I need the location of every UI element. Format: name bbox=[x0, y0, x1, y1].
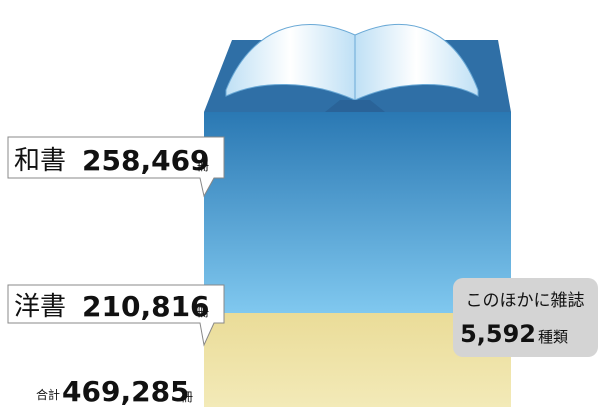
infographic: 和書 258,469 冊 洋書 210,816 冊 合計 469,285 冊 こ… bbox=[0, 0, 608, 407]
total-count: 469,285 bbox=[62, 375, 190, 407]
note-count: 5,592 bbox=[460, 320, 536, 348]
item-count: 258,469 bbox=[82, 144, 210, 177]
item-unit: 冊 bbox=[197, 305, 209, 319]
page: 和書 258,469 冊 洋書 210,816 冊 合計 469,285 冊 こ… bbox=[0, 0, 608, 411]
item-unit: 冊 bbox=[197, 159, 209, 173]
item-name: 洋書 bbox=[14, 292, 66, 322]
item-count: 210,816 bbox=[82, 290, 210, 323]
total-label: 合計 bbox=[36, 387, 60, 402]
note-text: このほかに雑誌 bbox=[466, 291, 585, 311]
note-unit: 種類 bbox=[538, 328, 568, 346]
item-name: 和書 bbox=[14, 146, 66, 176]
total-unit: 冊 bbox=[181, 390, 193, 404]
